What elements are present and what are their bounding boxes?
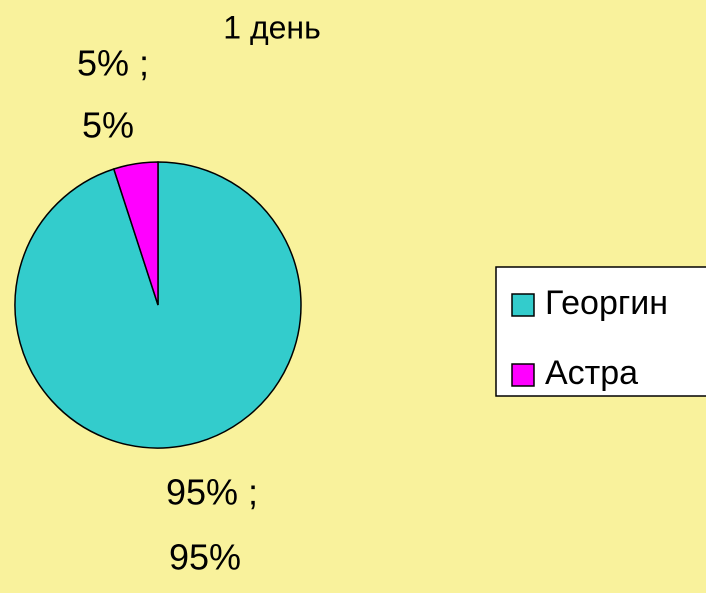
legend-label: Астра (545, 354, 638, 392)
legend-swatch (511, 293, 535, 317)
legend-label: Георгин (545, 284, 668, 322)
chart-title: 1 день (223, 9, 321, 45)
data-label: 95% (169, 537, 241, 578)
data-label: 95% ; (166, 472, 258, 513)
data-label: 5% (82, 105, 134, 146)
legend-swatch (511, 363, 535, 387)
pie-slice (112, 161, 159, 306)
data-label: 5% ; (77, 43, 149, 84)
